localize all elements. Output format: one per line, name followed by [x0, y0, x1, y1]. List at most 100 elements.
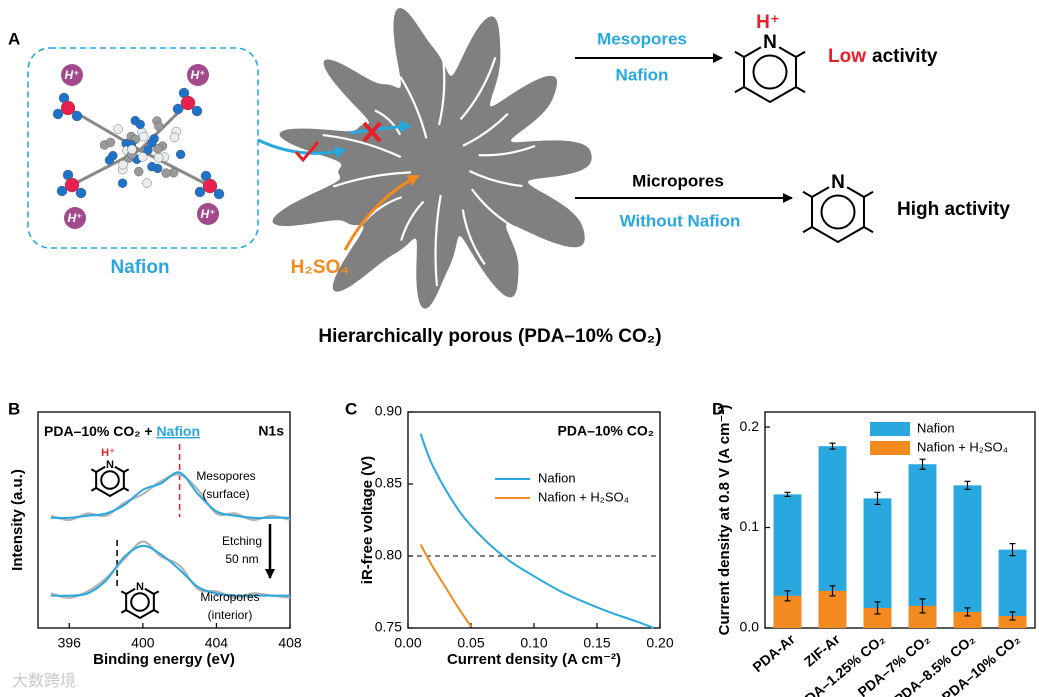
atom — [180, 95, 196, 111]
spectrum-label: (interior) — [208, 608, 253, 622]
substituent — [795, 86, 806, 94]
error-bar — [874, 491, 881, 506]
panel-label: D — [712, 399, 724, 418]
ring-n: N — [763, 32, 777, 53]
atom — [52, 108, 64, 120]
y-axis-label: iR-free voltage (V) — [359, 456, 376, 584]
atom — [135, 119, 145, 130]
atom — [142, 178, 152, 188]
substituent — [802, 226, 813, 234]
proton-ball — [187, 64, 209, 86]
substituent — [863, 190, 874, 198]
ring-aromatic — [130, 592, 150, 612]
watermark: 大数跨境 — [12, 671, 76, 690]
pore-crack — [322, 133, 402, 159]
y-axis-label: Intensity (a.u.) — [9, 469, 26, 571]
micro-pore-label: Micropores — [632, 171, 724, 190]
substituent — [802, 190, 813, 198]
atom — [147, 161, 157, 172]
pore-crack — [399, 75, 428, 139]
substituent — [153, 609, 160, 614]
substituent — [123, 487, 130, 492]
pore-crack — [437, 55, 446, 126]
x-tick-label: 396 — [58, 635, 82, 651]
porous-particle — [272, 8, 592, 309]
bar — [998, 615, 1027, 628]
atom — [127, 144, 137, 155]
substituent — [795, 50, 806, 58]
cross-mark — [362, 121, 382, 143]
atom — [139, 132, 149, 142]
pyridine-ring: N — [802, 172, 874, 244]
nafion-molecule: H⁺ H⁺ H⁺ H⁺ — [52, 64, 225, 229]
ring-aromatic — [100, 470, 120, 490]
spectrum-label: Micropores — [200, 590, 259, 604]
error-bar — [964, 480, 971, 490]
ring-h: H⁺ — [756, 12, 780, 33]
bond — [139, 148, 211, 188]
atom — [113, 124, 123, 134]
error-bar — [964, 607, 971, 617]
substituent — [120, 609, 127, 614]
atom — [118, 159, 128, 170]
atom — [137, 152, 148, 162]
atom — [117, 178, 128, 188]
atom — [172, 103, 184, 115]
low-activity: Low activity — [828, 46, 938, 67]
caption: Hierarchically porous (PDA–10% CO₂) — [318, 326, 661, 347]
proton-label: H⁺ — [201, 207, 216, 221]
plot-frame — [764, 411, 1036, 629]
micro-agent-label: Without Nafion — [620, 211, 741, 230]
atom — [56, 185, 68, 197]
substituent — [734, 50, 745, 58]
substituent — [90, 468, 97, 473]
ring-n: N — [106, 459, 114, 471]
panel-label: C — [345, 399, 357, 418]
ring-bonds — [125, 587, 155, 620]
legend-label: Nafion + H₂SO₄ — [538, 489, 629, 504]
ring-h: H⁺ — [101, 447, 115, 459]
pore-crack — [332, 171, 411, 188]
error-bar — [784, 590, 791, 602]
bar — [863, 607, 892, 628]
blocked-arrow — [349, 120, 412, 135]
atom — [202, 178, 218, 194]
bar — [908, 605, 937, 628]
legend-swatch — [870, 441, 910, 455]
high-activity: High activity — [897, 199, 1010, 220]
spectrum-label: (surface) — [202, 487, 249, 501]
error-bar — [1009, 611, 1016, 621]
substituent — [863, 226, 874, 234]
acid-arrow — [343, 174, 420, 251]
y-tick-label: 0.0 — [740, 619, 760, 635]
pyridine-ring: N — [120, 581, 160, 620]
ring-bonds — [95, 465, 125, 498]
legend-label: Nafion + H₂SO₄ — [917, 439, 1008, 454]
ring-aromatic — [820, 194, 856, 230]
substituent — [123, 468, 130, 473]
bar — [953, 485, 982, 628]
atom — [154, 121, 164, 132]
nafion-box — [27, 47, 259, 249]
x-axis-label: Current density (A cm⁻²) — [447, 651, 621, 668]
check-mark — [294, 141, 320, 163]
pore-crack — [468, 169, 523, 188]
y-tick-label: 0.1 — [740, 518, 760, 534]
x-tick-label: 0.10 — [520, 635, 547, 651]
legend-label: Nafion — [917, 420, 955, 435]
y-tick-label: 0.85 — [375, 475, 402, 491]
nafion-label: Nafion — [110, 257, 169, 278]
nafion-arrow — [257, 138, 347, 159]
x-tick-label: 0.00 — [394, 635, 421, 651]
low-word: Low — [828, 46, 866, 67]
y-tick-label: 0.90 — [375, 403, 402, 419]
x-tick-label: 0.20 — [646, 635, 673, 651]
substituent — [734, 86, 745, 94]
x-axis-label: Binding energy (eV) — [93, 651, 235, 668]
proton-label: H⁺ — [68, 211, 83, 225]
title-highlight: Nafion — [156, 423, 200, 439]
proton-label: H⁺ — [65, 68, 80, 82]
ring-aromatic — [752, 54, 788, 90]
atom — [194, 186, 206, 198]
atom — [153, 144, 163, 154]
